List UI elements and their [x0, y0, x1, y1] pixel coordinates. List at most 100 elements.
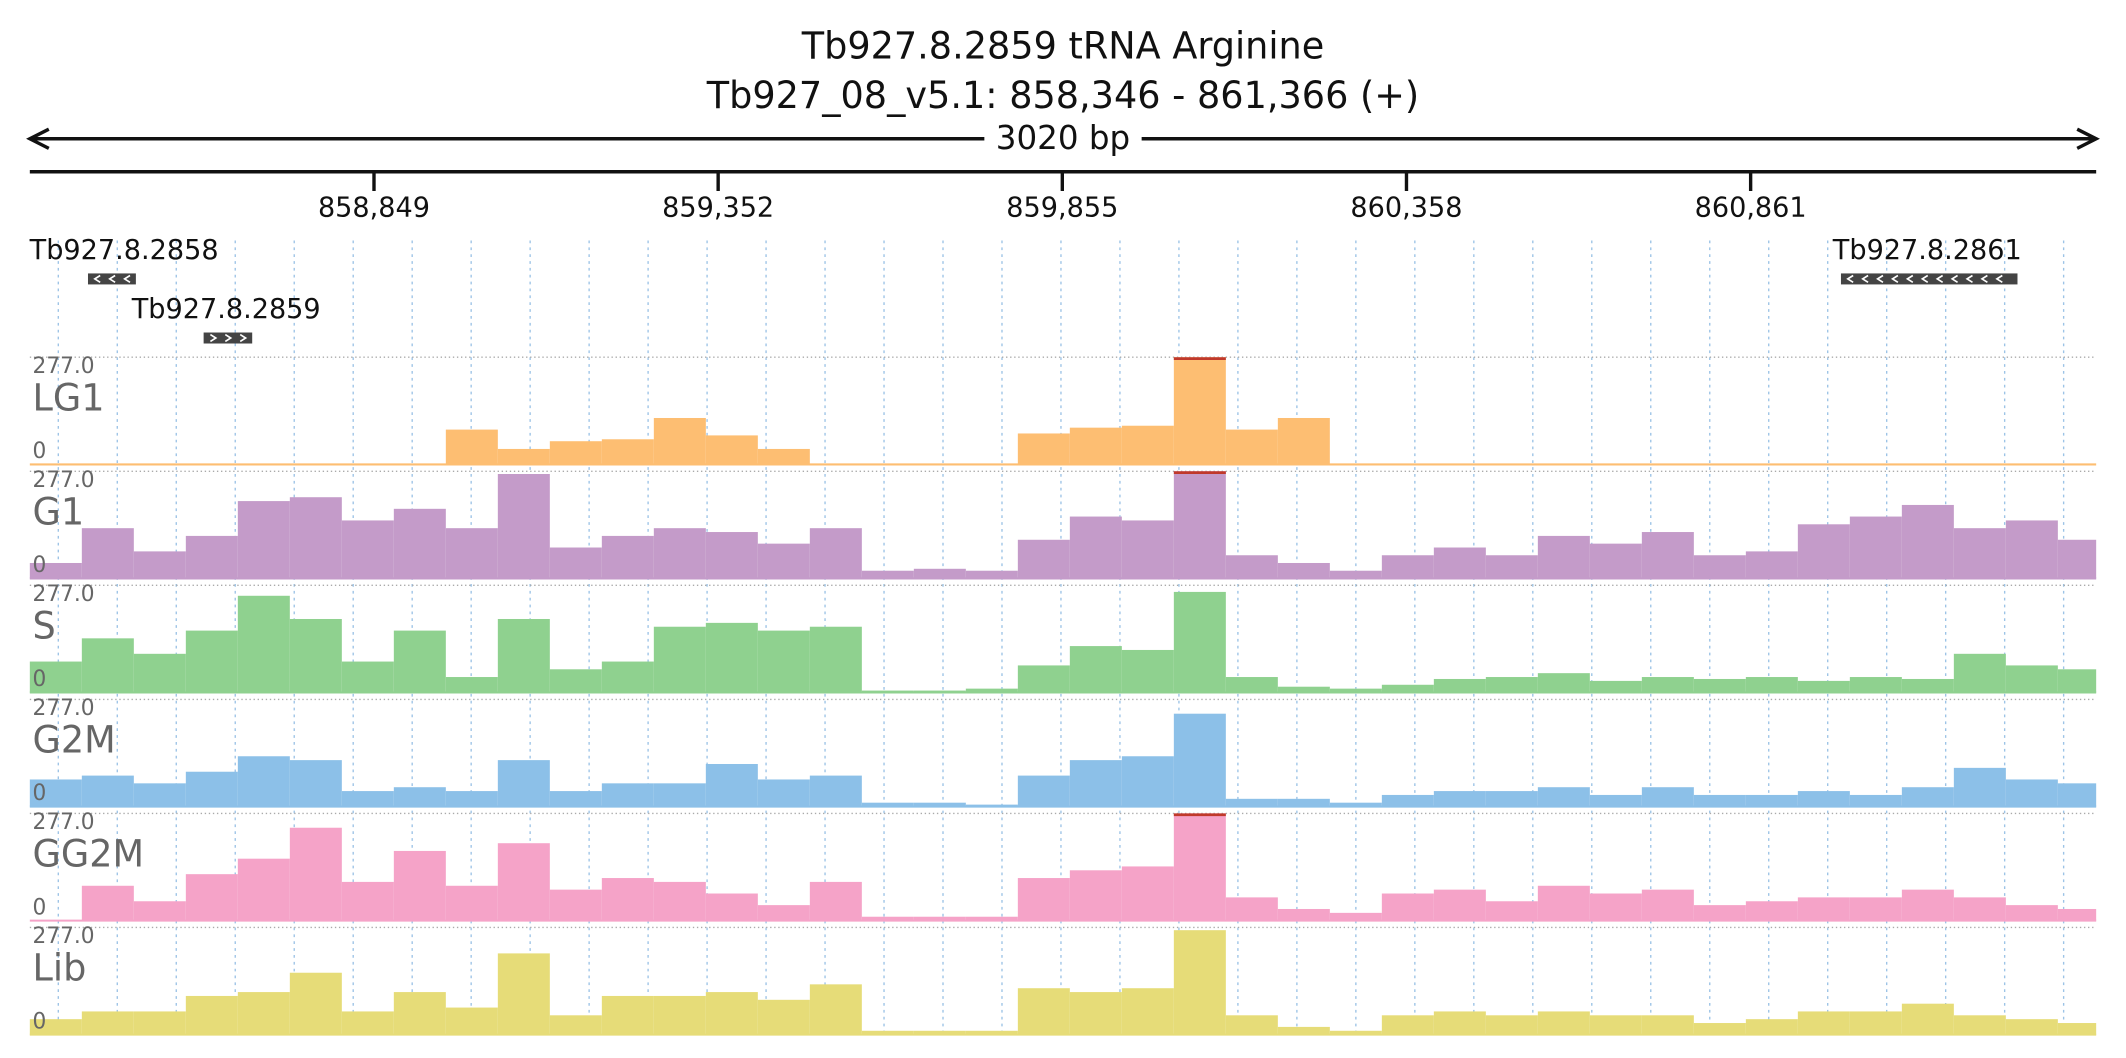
strand-chevron — [1905, 274, 1914, 284]
gene — [87, 273, 136, 285]
coverage-bar — [1381, 684, 1434, 693]
coverage-bar — [549, 791, 602, 807]
coverage-bar — [1121, 756, 1174, 807]
coverage-bar — [1017, 775, 1070, 807]
coverage-bar — [1849, 677, 1902, 693]
coverage-bar — [1121, 866, 1174, 921]
coverage-bar — [1485, 555, 1538, 579]
track-name: LG1 — [33, 376, 105, 419]
coverage-bar — [393, 508, 446, 579]
coverage-bar — [1069, 646, 1122, 693]
coverage-bar — [1017, 539, 1070, 579]
coverage-bar — [757, 630, 810, 693]
coverage-bar — [809, 881, 862, 921]
coverage-bar — [1953, 1015, 2006, 1035]
coverage-bar — [913, 802, 966, 807]
coverage-bar — [757, 543, 810, 579]
coverage-bar — [601, 878, 654, 921]
coverage-bar — [393, 850, 446, 921]
coverage-bar — [913, 1030, 966, 1035]
coverage-bar — [185, 535, 238, 579]
strand-chevron — [1920, 274, 1929, 284]
coverage-bar — [1849, 794, 1902, 807]
coverage-bar — [2057, 1023, 2097, 1035]
coverage-bar — [913, 916, 966, 921]
coverage-bar — [1901, 889, 1954, 921]
strand-chevron — [224, 333, 233, 343]
coverage-bar — [549, 441, 602, 465]
coverage-bar — [1277, 686, 1330, 693]
coverage-bar — [1433, 678, 1486, 693]
coverage-bar — [289, 760, 342, 807]
coverage-bar — [965, 688, 1018, 693]
y-tick-label: 277.0 — [33, 810, 95, 835]
coverage-bar — [549, 889, 602, 921]
coverage-bar — [1901, 504, 1954, 579]
coverage-bar — [757, 905, 810, 921]
coverage-bar — [1537, 1011, 1590, 1035]
strand-chevron — [1980, 274, 1988, 284]
coverage-bar — [1849, 897, 1902, 921]
coverage-bar — [497, 618, 550, 693]
coverage-bar — [1693, 678, 1746, 693]
y-tick-label: 0 — [33, 667, 47, 692]
coverage-bar — [757, 999, 810, 1035]
coverage-bar — [2005, 1019, 2058, 1035]
coverage-bar — [29, 1019, 82, 1035]
coverage-bar — [1017, 433, 1070, 465]
coverage-bar — [237, 595, 290, 693]
coverage-bar — [1589, 543, 1642, 579]
coverage-bar — [965, 570, 1018, 579]
coverage-bar — [1641, 1015, 1694, 1035]
coverage-bar — [1797, 680, 1850, 693]
coverage-bar — [289, 618, 342, 693]
coverage-bar — [1173, 591, 1226, 693]
y-tick-label: 0 — [33, 553, 47, 578]
coverage-bar — [1069, 992, 1122, 1035]
coverage-bar — [601, 439, 654, 465]
coverage-bar — [2057, 908, 2097, 921]
coverage-bar — [445, 885, 498, 921]
coverage-bar — [1069, 870, 1122, 921]
coverage-bar — [1745, 901, 1798, 921]
coverage-bar — [1381, 794, 1434, 807]
coverage-bar — [1225, 555, 1278, 579]
track-name: S — [33, 604, 56, 647]
gene — [1840, 273, 2018, 285]
coverage-bar — [133, 551, 186, 579]
coverage-bar — [1537, 535, 1590, 579]
coverage-bar — [1329, 570, 1382, 579]
coverage-bar — [1693, 794, 1746, 807]
coverage-bar — [289, 827, 342, 921]
coverage-bar — [2005, 779, 2058, 807]
coverage-bar — [1849, 516, 1902, 579]
coverage-bar — [653, 417, 706, 465]
y-tick-label: 0 — [33, 781, 47, 806]
coverage-bar — [653, 881, 706, 921]
coverage-bar — [653, 528, 706, 579]
coverage-bar — [237, 756, 290, 807]
strand-chevron — [108, 274, 116, 284]
subtitle: Tb927_08_v5.1: 858,346 - 861,366 (+) — [706, 74, 1419, 117]
coverage-bar — [2005, 905, 2058, 921]
coverage-bar — [445, 791, 498, 807]
coverage-bar — [81, 885, 134, 921]
coverage-bar — [133, 901, 186, 921]
coverage-bar — [705, 893, 758, 921]
coverage-bar — [1953, 897, 2006, 921]
coverage-bar — [1017, 878, 1070, 921]
coverage-bar — [185, 995, 238, 1035]
x-tick-label: 859,352 — [662, 192, 774, 223]
coverage-bar — [913, 568, 966, 579]
coverage-bar — [445, 1007, 498, 1035]
coverage-bar — [1433, 547, 1486, 579]
coverage-bar — [445, 677, 498, 693]
coverage-bar — [1901, 678, 1954, 693]
gene-label: Tb927.8.2859 — [131, 294, 321, 325]
coverage-bar — [393, 992, 446, 1035]
coverage-bar — [1277, 908, 1330, 921]
coverage-bar — [1693, 905, 1746, 921]
coverage-bar — [1017, 665, 1070, 693]
coverage-bar — [341, 791, 394, 807]
y-tick-label: 277.0 — [33, 468, 95, 493]
